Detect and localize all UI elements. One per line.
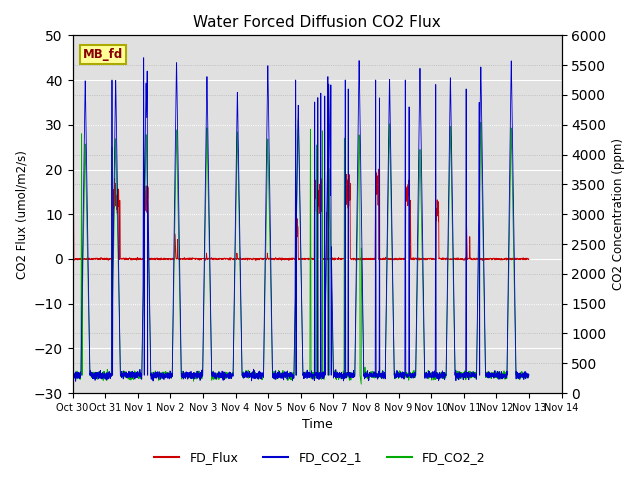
X-axis label: Time: Time (301, 419, 332, 432)
Text: MB_fd: MB_fd (83, 48, 124, 61)
Y-axis label: CO2 Concentration (ppm): CO2 Concentration (ppm) (612, 138, 625, 290)
Y-axis label: CO2 Flux (umol/m2/s): CO2 Flux (umol/m2/s) (15, 150, 28, 279)
Title: Water Forced Diffusion CO2 Flux: Water Forced Diffusion CO2 Flux (193, 15, 441, 30)
Legend: FD_Flux, FD_CO2_1, FD_CO2_2: FD_Flux, FD_CO2_1, FD_CO2_2 (149, 446, 491, 469)
